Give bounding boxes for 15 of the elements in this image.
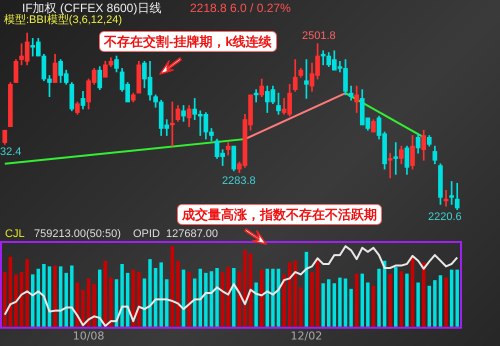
chart-title: IF加权 (CFFEX 8600)日线 [22, 1, 162, 15]
text: 127687.00 [166, 228, 218, 240]
chart-subtitle: 模型:BBI模型(3,6,12,24) [4, 14, 122, 26]
annotation: 32.4 [0, 146, 22, 158]
text: 2218.8 6.0 / 0.27% [190, 1, 291, 15]
text: 2220.6 [428, 211, 462, 223]
x-tick-label: 12/02 [290, 329, 322, 342]
text: OPID [133, 228, 160, 240]
text: 759213.00(50:50) [34, 228, 121, 240]
annotation: 2283.8 [222, 175, 256, 187]
text: CJL [5, 228, 25, 240]
x-tick-label: 10/08 [72, 329, 104, 342]
annotation: 不存在交割-挂牌期，k线连续 [100, 32, 276, 51]
annotation: 成交量高涨，指数不存在不活跃期 [178, 205, 381, 224]
annotation: 2501.8 [302, 30, 336, 42]
